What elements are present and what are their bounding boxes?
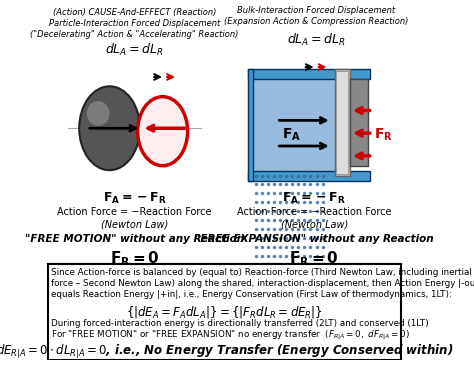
Text: Since Action-force is balanced by (equal to) Reaction-force (Third Newton Law, i: Since Action-force is balanced by (equal… <box>51 268 472 277</box>
Text: (Expansion Action & Compression Reaction): (Expansion Action & Compression Reaction… <box>224 17 409 26</box>
Text: ("Decelerating" Action & "Accelerating" Reaction): ("Decelerating" Action & "Accelerating" … <box>30 30 239 39</box>
Text: Action Force = −Reaction Force: Action Force = −Reaction Force <box>57 207 212 217</box>
Ellipse shape <box>137 97 188 166</box>
Text: $\{|dE_A = F_A dL_A|\} = \{|F_R dL_R = dE_R|\}$: $\{|dE_A = F_A dL_A|\} = \{|F_R dL_R = d… <box>126 304 323 320</box>
Text: Particle-Interaction Forced Displacement: Particle-Interaction Forced Displacement <box>49 19 220 28</box>
Ellipse shape <box>87 101 109 126</box>
Bar <box>335 69 350 176</box>
Text: "FREE MOTION" without any Reaction: "FREE MOTION" without any Reaction <box>25 234 244 244</box>
Text: $dL_A = dL_R$: $dL_A = dL_R$ <box>287 31 346 48</box>
Text: "FREE EXPANSION" without any Reaction: "FREE EXPANSION" without any Reaction <box>195 234 434 244</box>
Text: equals Reaction Energy |+in|, i.e., Energy Conservation (First Law of thermodyna: equals Reaction Energy |+in|, i.e., Ener… <box>51 290 452 299</box>
Text: force – Second Newton Law) along the shared, interaction-displacement, then Acti: force – Second Newton Law) along the sha… <box>51 279 474 288</box>
Text: (Newton Law): (Newton Law) <box>101 219 168 229</box>
Text: $\mathbf{F_R = 0}$: $\mathbf{F_R = 0}$ <box>109 250 159 268</box>
Bar <box>248 69 370 79</box>
Text: During forced-interaction energy is directionally transferred (2LT) and conserve: During forced-interaction energy is dire… <box>51 319 429 328</box>
Text: Bulk-Interaction Forced Displacement: Bulk-Interaction Forced Displacement <box>237 6 396 15</box>
Text: (Action) CAUSE-And-EFFECT (Reaction): (Action) CAUSE-And-EFFECT (Reaction) <box>53 8 216 17</box>
Bar <box>248 69 253 181</box>
Text: (Newton Law): (Newton Law) <box>281 219 348 229</box>
Text: $\mathbf{F_R}$: $\mathbf{F_R}$ <box>374 127 393 143</box>
Text: Action Force = −Reaction Force: Action Force = −Reaction Force <box>237 207 392 217</box>
Text: $dL_A = dL_R$: $dL_A = dL_R$ <box>105 42 164 58</box>
Text: $\mathbf{F_A}$: $\mathbf{F_A}$ <box>282 127 301 143</box>
Bar <box>350 79 368 166</box>
Bar <box>48 264 401 360</box>
Text: $\mathbf{F_A = -F_R}$: $\mathbf{F_A = -F_R}$ <box>103 191 166 205</box>
Bar <box>248 171 370 181</box>
Text: $dE_{R|A} = 0 \cdot dL_{R|A} = 0$, i.e., No Energy Transfer (Energy Conserved wi: $dE_{R|A} = 0 \cdot dL_{R|A} = 0$, i.e.,… <box>0 343 454 361</box>
Text: $\mathbf{F_R = 0}$: $\mathbf{F_R = 0}$ <box>289 250 339 268</box>
Ellipse shape <box>79 87 140 170</box>
Bar <box>336 71 347 174</box>
Text: For "FREE MOTION" or "FREE EXPANSION" no energy transfer  $(F_{R|A} = 0,\ dF_{R|: For "FREE MOTION" or "FREE EXPANSION" no… <box>51 328 410 343</box>
Bar <box>253 69 335 181</box>
Text: $\mathbf{F_A = -F_R}$: $\mathbf{F_A = -F_R}$ <box>283 191 346 205</box>
